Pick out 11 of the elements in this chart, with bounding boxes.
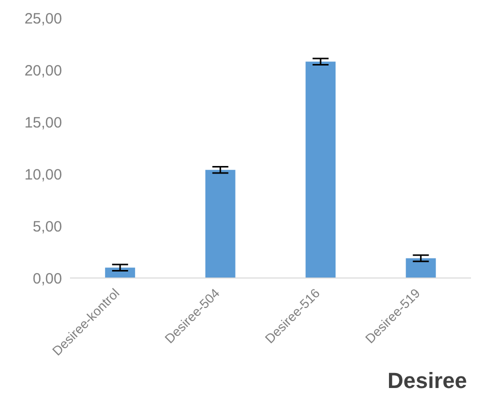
y-tick-label: 15,00 bbox=[24, 114, 62, 132]
y-tick-label: 0,00 bbox=[32, 270, 62, 288]
x-axis-title: Desiree bbox=[387, 368, 467, 394]
y-tick-label: 25,00 bbox=[24, 10, 62, 28]
bar bbox=[105, 268, 136, 278]
bar bbox=[306, 62, 336, 278]
y-tick-label: 5,00 bbox=[32, 218, 62, 236]
bar bbox=[205, 170, 236, 278]
y-tick-label: 20,00 bbox=[24, 62, 62, 80]
y-tick-label: 10,00 bbox=[24, 166, 62, 184]
bar bbox=[406, 258, 436, 278]
